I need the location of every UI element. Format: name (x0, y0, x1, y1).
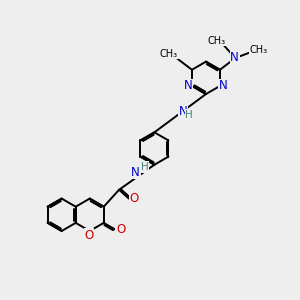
Text: O: O (116, 223, 125, 236)
Text: N: N (131, 166, 140, 178)
Text: O: O (85, 229, 94, 242)
Text: CH₃: CH₃ (208, 36, 226, 46)
Text: N: N (219, 80, 228, 92)
Text: CH₃: CH₃ (249, 45, 267, 55)
Text: N: N (184, 80, 193, 92)
Text: CH₃: CH₃ (160, 49, 178, 59)
Text: H: H (185, 110, 193, 120)
Text: N: N (230, 52, 239, 64)
Text: N: N (178, 105, 187, 118)
Text: H: H (140, 162, 148, 172)
Text: O: O (129, 192, 139, 205)
